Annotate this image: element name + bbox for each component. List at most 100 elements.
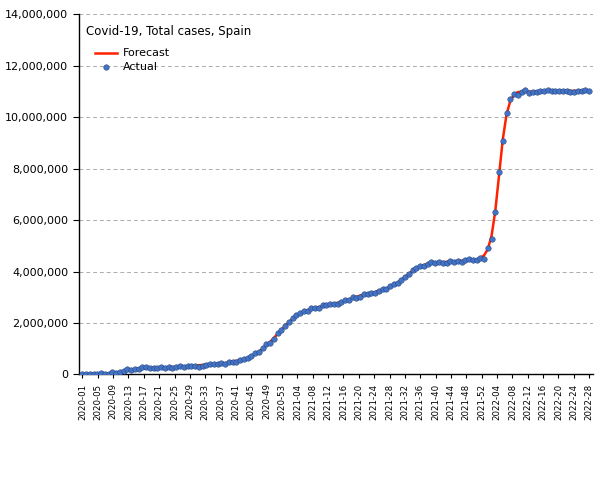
Actual bbox=[558, 87, 567, 95]
Actual bbox=[389, 281, 399, 288]
Actual bbox=[115, 369, 125, 376]
Actual bbox=[483, 244, 492, 252]
Actual bbox=[314, 304, 324, 312]
Actual bbox=[224, 358, 234, 366]
Actual bbox=[123, 366, 132, 373]
Actual bbox=[81, 370, 91, 378]
Actual bbox=[554, 87, 564, 95]
Actual bbox=[273, 329, 283, 336]
Actual bbox=[265, 339, 275, 347]
Actual bbox=[445, 258, 455, 265]
Actual bbox=[517, 88, 526, 96]
Actual bbox=[486, 235, 496, 243]
Actual bbox=[438, 259, 448, 267]
Actual bbox=[258, 345, 267, 352]
Actual bbox=[310, 304, 320, 312]
Actual bbox=[152, 364, 162, 372]
Actual bbox=[288, 314, 298, 322]
Forecast bbox=[139, 366, 146, 372]
Actual bbox=[325, 300, 335, 308]
Actual bbox=[581, 86, 590, 94]
Actual bbox=[302, 307, 312, 314]
Actual bbox=[227, 358, 237, 366]
Actual bbox=[367, 289, 376, 297]
Actual bbox=[179, 363, 189, 371]
Actual bbox=[213, 360, 223, 368]
Actual bbox=[254, 348, 264, 355]
Actual bbox=[333, 300, 342, 308]
Actual bbox=[464, 255, 474, 263]
Text: Covid-19, Total cases, Spain: Covid-19, Total cases, Spain bbox=[87, 25, 252, 38]
Actual bbox=[520, 87, 530, 95]
Actual bbox=[142, 363, 151, 371]
Line: Forecast: Forecast bbox=[82, 91, 589, 374]
Actual bbox=[539, 87, 549, 95]
Actual bbox=[119, 367, 128, 375]
Actual bbox=[348, 294, 358, 301]
Actual bbox=[145, 364, 155, 372]
Actual bbox=[307, 304, 316, 312]
Actual bbox=[419, 262, 429, 270]
Actual bbox=[457, 258, 466, 266]
Actual bbox=[171, 363, 181, 371]
Actual bbox=[385, 282, 395, 290]
Actual bbox=[284, 318, 293, 325]
Actual bbox=[194, 363, 204, 371]
Actual bbox=[160, 364, 170, 372]
Actual bbox=[243, 354, 252, 361]
Actual bbox=[96, 369, 106, 377]
Actual bbox=[472, 256, 482, 264]
Actual bbox=[93, 371, 102, 378]
Actual bbox=[498, 137, 508, 144]
Actual bbox=[269, 335, 279, 343]
Forecast bbox=[274, 331, 281, 337]
Actual bbox=[449, 258, 459, 265]
Actual bbox=[104, 370, 114, 378]
Actual bbox=[201, 361, 211, 369]
Actual bbox=[494, 168, 504, 176]
Forecast bbox=[586, 88, 593, 94]
Actual bbox=[479, 255, 489, 263]
Actual bbox=[408, 265, 417, 273]
Actual bbox=[551, 87, 560, 95]
Actual bbox=[246, 352, 256, 360]
Actual bbox=[359, 290, 369, 298]
Actual bbox=[569, 88, 579, 96]
Legend: Forecast, Actual: Forecast, Actual bbox=[92, 45, 174, 75]
Actual bbox=[205, 360, 215, 368]
Actual bbox=[149, 364, 159, 372]
Actual bbox=[562, 87, 572, 95]
Actual bbox=[77, 371, 87, 378]
Actual bbox=[401, 273, 410, 281]
Actual bbox=[416, 262, 425, 270]
Actual bbox=[411, 264, 421, 272]
Actual bbox=[573, 87, 583, 95]
Forecast bbox=[488, 233, 495, 239]
Actual bbox=[232, 358, 241, 366]
Actual bbox=[397, 276, 407, 284]
Actual bbox=[134, 365, 143, 373]
Actual bbox=[280, 322, 290, 330]
Actual bbox=[423, 260, 433, 267]
Actual bbox=[370, 289, 380, 297]
Actual bbox=[329, 300, 339, 308]
Actual bbox=[100, 371, 110, 378]
Actual bbox=[261, 340, 271, 348]
Actual bbox=[378, 285, 388, 293]
Actual bbox=[175, 362, 185, 370]
Actual bbox=[382, 285, 391, 293]
Actual bbox=[126, 366, 136, 374]
Actual bbox=[299, 307, 309, 315]
Actual bbox=[513, 91, 523, 99]
Actual bbox=[584, 87, 594, 95]
Actual bbox=[525, 89, 534, 97]
Actual bbox=[239, 355, 249, 362]
Actual bbox=[235, 357, 245, 364]
Actual bbox=[190, 362, 200, 370]
Actual bbox=[468, 256, 477, 264]
Actual bbox=[374, 288, 384, 295]
Actual bbox=[341, 297, 350, 304]
Actual bbox=[502, 109, 511, 117]
Actual bbox=[168, 364, 177, 372]
Actual bbox=[352, 294, 361, 301]
